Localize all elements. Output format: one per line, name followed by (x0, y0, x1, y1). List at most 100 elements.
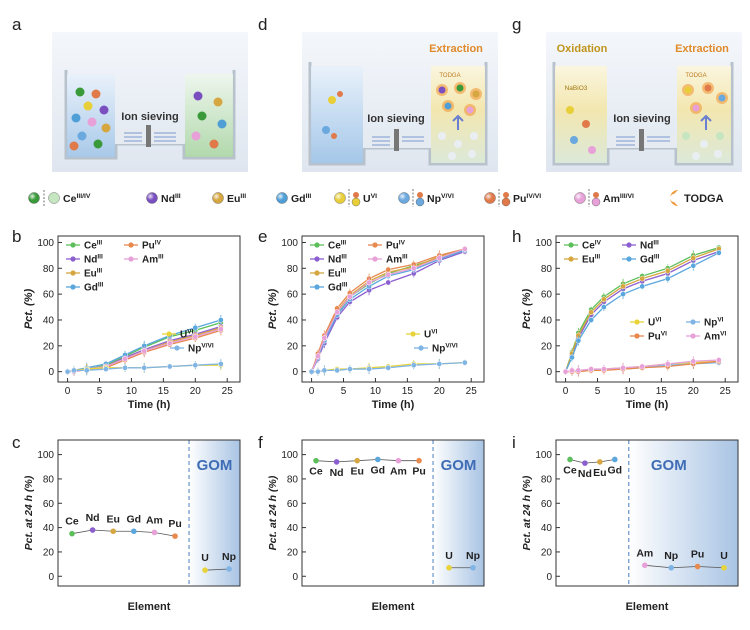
y-tick-label: 40 (43, 523, 55, 534)
data-point-am (315, 353, 321, 360)
legend-label-eu: EuIII (84, 268, 102, 280)
legend-marker (410, 331, 416, 337)
y-tick-label: 60 (43, 499, 55, 510)
group-line (644, 564, 725, 569)
element-label-pu: Pu (412, 466, 425, 478)
y-tick-label: 40 (541, 315, 553, 326)
panel-letter-b: b (12, 227, 21, 246)
legend-label-nd-sup: III (653, 240, 659, 247)
data-point-nd (89, 527, 96, 533)
legend-label: PuIV/VI (513, 193, 541, 205)
legend-label-ce-sup: III (341, 240, 347, 247)
legend-label-pu: PuVI (648, 331, 667, 343)
legend-item-todga: TODGA (670, 190, 724, 206)
todga-label: TODGA (685, 73, 706, 79)
y-tick-label: 0 (292, 572, 298, 583)
oxo-atom-icon (353, 192, 359, 198)
data-point-am (385, 271, 392, 278)
legend-label-np-sup: V/VI (201, 343, 213, 350)
data-point-np (347, 366, 353, 372)
data-point-am (217, 326, 224, 332)
complexes-right (436, 82, 482, 160)
gom-region (433, 440, 484, 586)
legend-label-eu-sup: III (97, 268, 103, 275)
x-tick-label: 20 (688, 386, 700, 397)
legend-label-ce-main: Ce (328, 241, 341, 252)
data-point-am (436, 255, 443, 261)
group-line (315, 459, 420, 463)
species-ball-icon (351, 197, 361, 207)
y-tick-label: 20 (541, 341, 553, 352)
todga-label: TODGA (439, 73, 460, 79)
legend-label-ce-sup: IV (595, 240, 602, 247)
element-label-eu: Eu (351, 466, 364, 478)
ball-shine (484, 192, 496, 204)
y-tick-label: 80 (287, 474, 299, 485)
legend-label-main: Gd (291, 193, 306, 205)
data-point-eu (620, 283, 626, 290)
legend-label: NpV/VI (427, 193, 454, 205)
legend-label-u-sup: VI (187, 329, 193, 336)
legend-label-eu-main: Eu (582, 255, 595, 266)
element-label-pu: Pu (691, 549, 704, 561)
legend-label-eu: EuIII (582, 254, 600, 266)
element-label-u: U (720, 550, 728, 562)
y-tick-label: 60 (287, 499, 299, 510)
legend-label-gd-main: Gd (328, 283, 342, 294)
legend-label-pu: PuIV (386, 240, 406, 252)
ball-shine (212, 192, 224, 204)
species-ball-icon (415, 197, 425, 207)
ball-shine (28, 192, 40, 204)
panel-letters: a d g b e h c f i (12, 15, 521, 452)
legend-label-nd: NdIII (640, 240, 659, 252)
legend-marker (372, 256, 378, 262)
data-point-nd (333, 459, 340, 465)
oxo-atom-icon (593, 192, 599, 198)
ball-shine (574, 192, 586, 204)
data-point-pu (172, 533, 178, 539)
legend-label-main: Am (603, 193, 620, 205)
element-label-eu: Eu (593, 467, 606, 479)
legend-label-gd-sup: III (342, 282, 348, 289)
ions-left (69, 87, 111, 151)
group-line (71, 529, 176, 537)
y-tick-label: 0 (48, 572, 54, 583)
x-axis-label: Time (h) (372, 399, 415, 411)
y-axis-label: Pct. (%) (267, 288, 279, 329)
series-line-gd (564, 252, 720, 372)
data-point-am (664, 361, 671, 367)
data-point-np (385, 364, 392, 371)
data-point-am (601, 366, 607, 372)
chart-f: GOM 0 20 40 60 80 100 Element Pct. at 24 h (%) Ce… (267, 439, 485, 613)
center-label: Ion sieving (121, 111, 178, 123)
data-point-am (569, 367, 575, 374)
gom-region (628, 440, 738, 586)
legend-item-am: AmIII/VI (574, 189, 634, 207)
data-point-gd (131, 528, 137, 535)
data-point-gd (664, 275, 671, 282)
element-label-nd: Nd (330, 467, 344, 479)
panel-letter-a: a (12, 15, 22, 34)
group-line (569, 459, 615, 464)
y-tick-label: 0 (292, 367, 298, 378)
legend-item-gd: GdIII (276, 192, 311, 205)
legend-label-np-main: Np (704, 318, 717, 329)
legend-marker (70, 242, 76, 248)
legend-label-pu-sup: VI (661, 331, 667, 338)
species-legend: CeIII/IV NdIII EuIII GdIII UVI NpV/VI PuIV/VI A… (28, 189, 724, 207)
legend-label-ce-sup: III (97, 240, 103, 247)
arrows (372, 136, 424, 146)
x-tick-label: 10 (624, 386, 636, 397)
legend-label-u-main: U (424, 330, 431, 341)
plot-frame (555, 439, 739, 587)
legend-label: EuIII (227, 193, 246, 205)
y-tick-label: 100 (535, 238, 552, 249)
complexes-right (682, 82, 728, 160)
ions-right (191, 91, 227, 149)
x-tick-label: 10 (126, 386, 138, 397)
data-point-np (315, 368, 321, 375)
legend-label: GdIII (291, 193, 311, 205)
panel-letter-h: h (512, 227, 521, 246)
